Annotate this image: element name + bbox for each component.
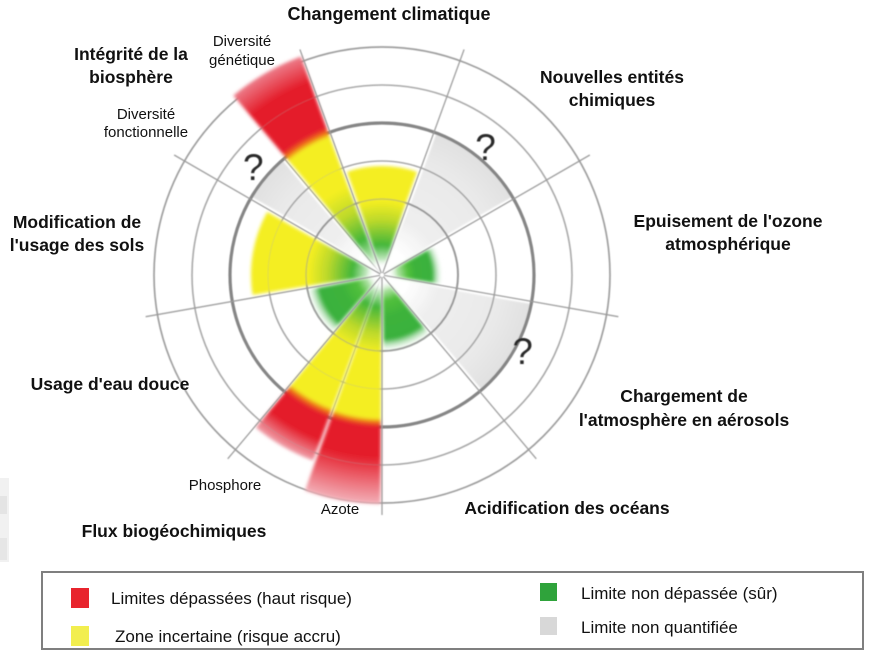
svg-text:?: ? (475, 127, 496, 168)
svg-text:?: ? (243, 147, 264, 188)
svg-text:?: ? (512, 331, 533, 372)
